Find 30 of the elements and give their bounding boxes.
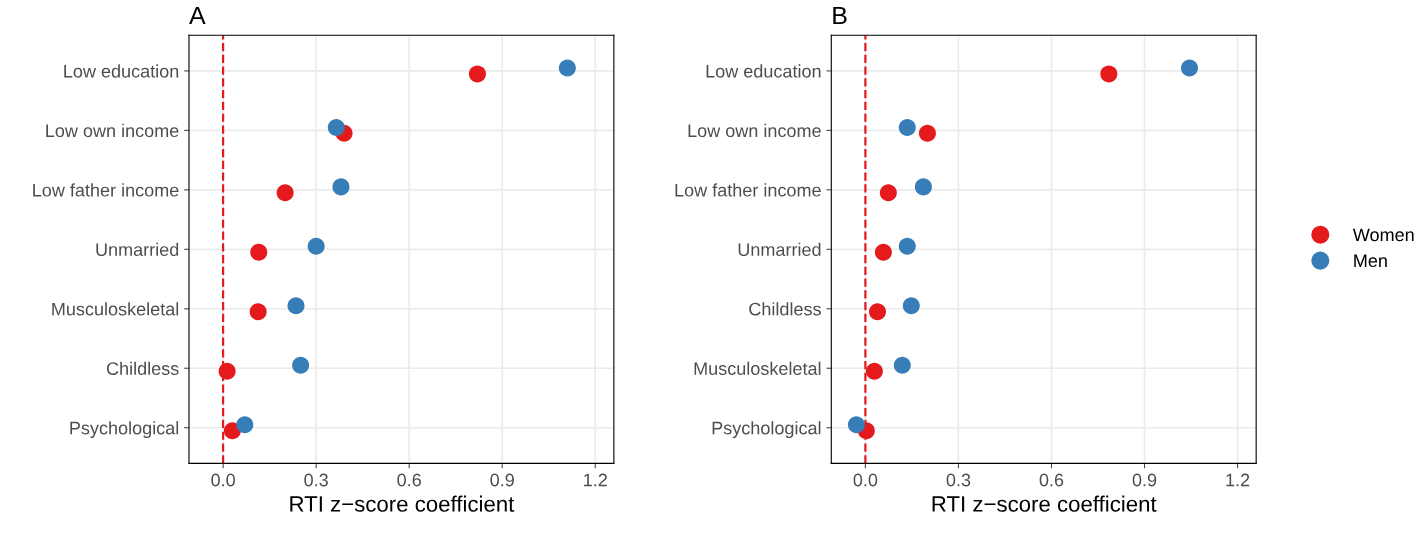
x-tick-label: 0.6 [1039,473,1064,487]
y-tick-label: Low father income [675,183,821,197]
x-tick-label: 0.6 [397,473,421,487]
y-tick-label: Childless [749,302,821,316]
chart-title: B [833,6,847,25]
legend-label: Men [1354,254,1387,268]
y-tick-label: Childless [106,361,179,375]
x-tick-label: 1.2 [1226,473,1250,487]
x-tick-label: 0.0 [853,473,878,487]
x-tick-label: 0.3 [946,473,971,487]
x-tick-label: 0.0 [211,473,235,487]
y-tick-label: Musculoskeletal [694,361,821,375]
y-tick-label: Low education [64,64,179,78]
y-tick-label: Psychological [712,421,821,439]
legend-label: Women [1352,228,1414,242]
y-tick-label: Low education [706,64,821,78]
x-tick-label: 1.2 [584,473,607,487]
y-tick-label: Unmarried [96,242,179,257]
x-axis-title: RTI z−score coefficient [290,495,515,512]
x-tick-label: 0.9 [1132,473,1157,487]
x-axis-title: RTI z−score coefficient [932,495,1157,512]
y-tick-label: Low own income [46,123,179,138]
y-tick-label: Low father income [33,183,179,197]
y-tick-label: Low own income [688,123,821,138]
x-tick-label: 0.3 [304,473,328,487]
y-tick-label: Unmarried [738,242,821,257]
chart-title: A [189,6,206,25]
y-tick-label: Musculoskeletal [52,302,179,316]
y-tick-label: Psychological [70,421,179,439]
x-tick-label: 0.9 [490,473,514,487]
